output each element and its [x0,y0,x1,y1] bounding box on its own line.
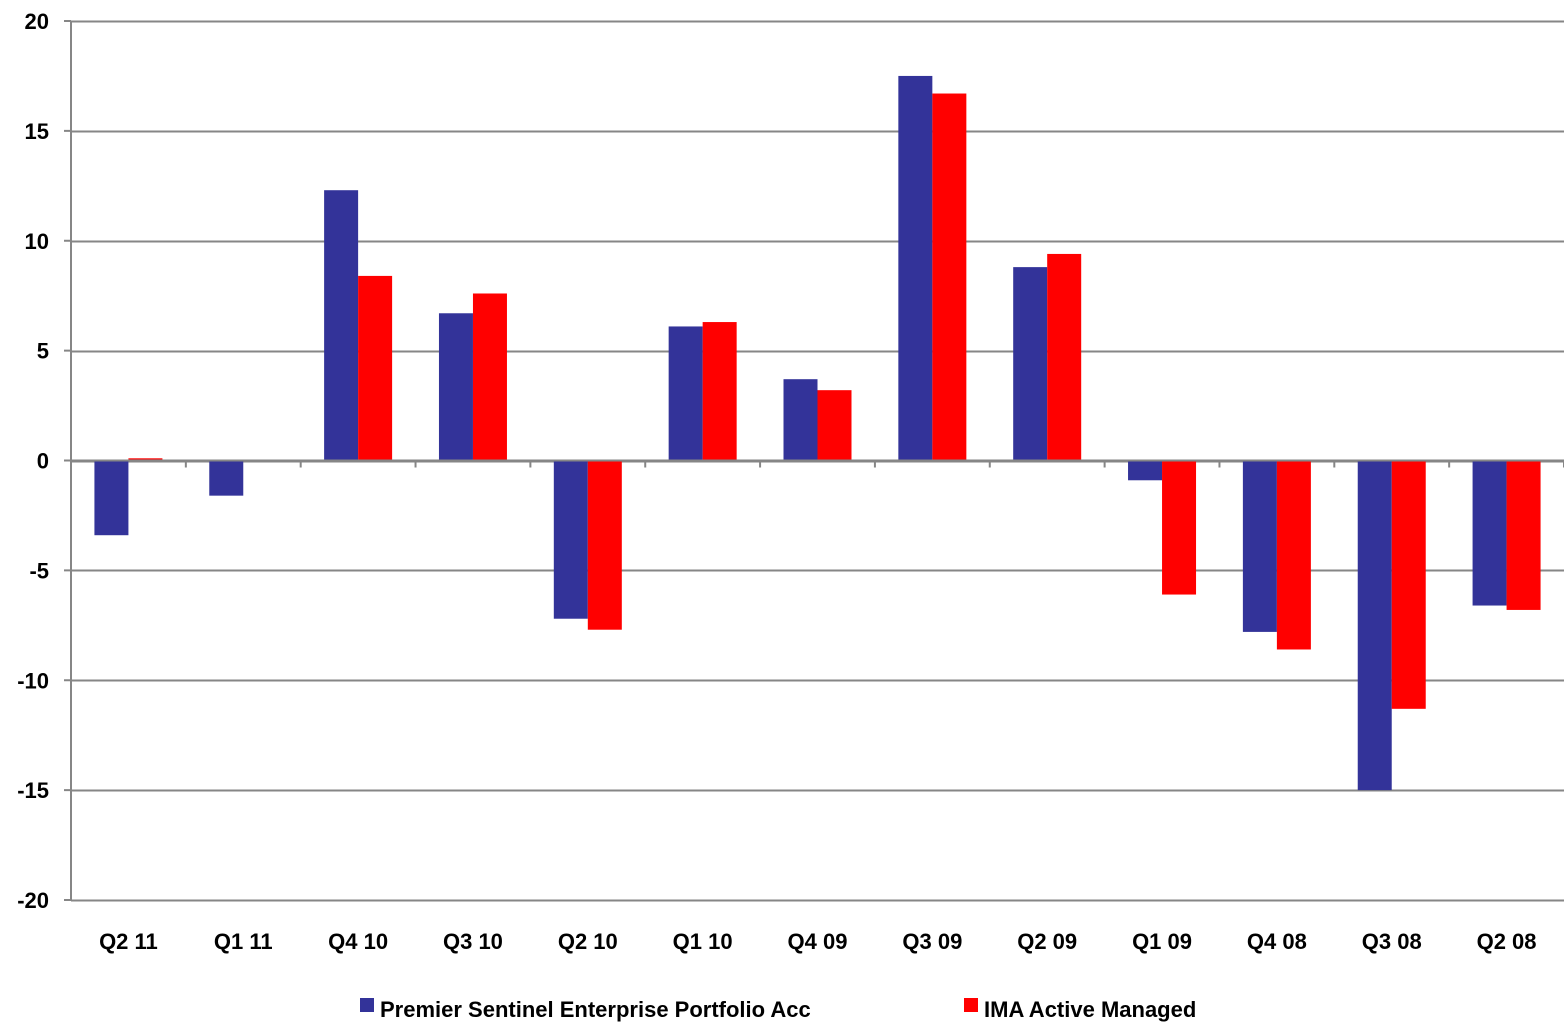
x-tick-label: Q4 10 [328,929,388,954]
bar-ima [702,322,737,461]
bar-ima [472,293,507,461]
y-tick-label: 5 [37,339,49,364]
x-tick-label: Q2 08 [1477,929,1537,954]
bar-ima [587,460,622,630]
x-tick-label: Q4 08 [1247,929,1307,954]
y-tick-label: -10 [17,668,49,693]
y-tick-label: 20 [25,9,49,34]
bar-ima [1506,460,1541,610]
x-tick-label: Q4 09 [788,929,848,954]
bar-premier [668,326,703,461]
legend-label-ima: IMA Active Managed [984,997,1196,1022]
y-tick-label: 15 [25,119,49,144]
y-tick-label: -5 [29,558,49,583]
bar-premier [94,460,129,536]
bar-ima [1047,253,1082,461]
x-tick-labels: Q2 11 Q1 11 Q4 10 Q3 10 Q2 10 Q1 10 Q4 09 Q3 09… [99,929,1536,954]
legend: Premier Sentinel Enterprise Portfolio Ac… [360,997,1196,1022]
bar-premier [324,190,359,461]
x-tick-label: Q1 10 [673,929,733,954]
bar-ima [817,390,852,461]
bar-ima [932,93,967,461]
y-tick-label: 10 [25,229,49,254]
axes [64,20,1564,901]
bar-ima [1276,460,1311,650]
y-tick-labels: 20 15 10 5 0 -5 -10 -15 -20 [17,9,49,913]
y-tick-label: -15 [17,778,49,803]
bar-premier [898,75,933,461]
bar-premier [783,379,818,461]
bar-ima [358,275,393,461]
bar-premier [1357,460,1392,791]
bar-premier [1128,460,1163,481]
x-tick-label: Q1 09 [1132,929,1192,954]
y-tick-label: -20 [17,888,49,913]
bar-ima [1391,460,1426,709]
x-tick-label: Q2 10 [558,929,618,954]
bar-premier [1242,460,1277,632]
bar-ima [128,458,163,461]
x-tick-label: Q3 09 [902,929,962,954]
legend-swatch-ima [964,998,978,1012]
x-tick-label: Q2 11 [99,929,158,954]
legend-label-premier: Premier Sentinel Enterprise Portfolio Ac… [380,997,811,1022]
bar-premier [438,313,473,461]
y-tick-label: 0 [37,449,49,474]
x-tick-label: Q1 11 [214,929,273,954]
bar-premier [1013,267,1048,461]
x-tick-label: Q3 10 [443,929,503,954]
bar-premier [1472,460,1507,606]
x-tick-label: Q3 08 [1362,929,1422,954]
legend-swatch-premier [360,998,374,1012]
bars [94,75,1541,791]
bar-premier [553,460,588,619]
x-tick-label: Q2 09 [1017,929,1077,954]
bar-ima [1162,460,1197,595]
bar-premier [209,460,244,496]
